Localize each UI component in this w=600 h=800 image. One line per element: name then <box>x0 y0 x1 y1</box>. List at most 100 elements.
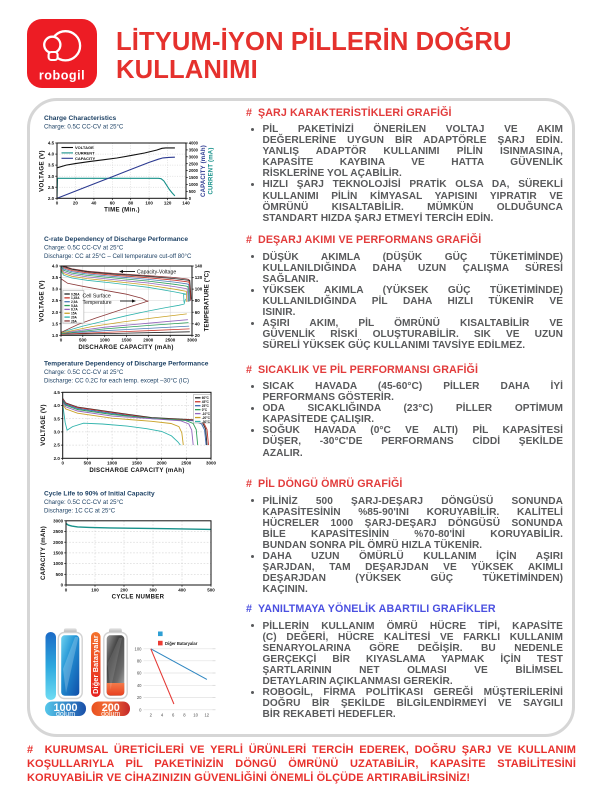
svg-text:0: 0 <box>65 587 68 592</box>
svg-text:3000: 3000 <box>206 461 217 466</box>
svg-text:1.0: 1.0 <box>52 333 59 338</box>
svg-text:20: 20 <box>137 695 142 700</box>
svg-text:4.5: 4.5 <box>54 390 61 395</box>
svg-text:500: 500 <box>79 338 87 343</box>
svg-text:15A: 15A <box>71 312 78 316</box>
svg-text:-20°C: -20°C <box>202 416 211 420</box>
svg-text:TEMPERATURE (°C): TEMPERATURE (°C) <box>205 271 211 332</box>
svg-text:500: 500 <box>56 572 64 577</box>
svg-text:8,7A: 8,7A <box>71 308 78 312</box>
svg-text:0: 0 <box>61 583 64 588</box>
svg-text:10: 10 <box>193 713 198 718</box>
svg-text:3.5: 3.5 <box>54 416 61 421</box>
svg-text:CURRENT (mA): CURRENT (mA) <box>209 147 215 194</box>
svg-text:120: 120 <box>164 201 172 206</box>
svg-text:60: 60 <box>137 671 142 676</box>
svg-text:20: 20 <box>195 333 201 338</box>
svg-text:140: 140 <box>195 264 203 269</box>
svg-text:Temperature: Temperature <box>83 300 112 306</box>
svg-text:TIME (Min.): TIME (Min.) <box>104 207 140 214</box>
svg-text:1000: 1000 <box>53 702 77 714</box>
svg-text:2.5: 2.5 <box>52 298 59 303</box>
svg-text:6: 6 <box>172 713 175 718</box>
svg-text:40: 40 <box>137 683 142 688</box>
svg-text:20: 20 <box>73 201 79 206</box>
svg-text:3.5: 3.5 <box>52 275 59 280</box>
svg-text:robogil: robogil <box>39 69 85 83</box>
svg-text:-30°C: -30°C <box>202 420 211 424</box>
svg-text:40: 40 <box>91 201 97 206</box>
svg-text:2000: 2000 <box>53 540 64 545</box>
svg-text:Discharge: CC 0.2C for each te: Discharge: CC 0.2C for each temp. except… <box>44 378 189 385</box>
svg-text:VOLTAGE (V): VOLTAGE (V) <box>40 404 47 446</box>
svg-text:140: 140 <box>182 201 190 206</box>
svg-text:100: 100 <box>91 587 99 592</box>
svg-text:2.5: 2.5 <box>48 185 55 190</box>
svg-text:Charge: 0.5C CC-CV at 25°C: Charge: 0.5C CC-CV at 25°C <box>44 369 124 376</box>
svg-text:DISCHARGE CAPACITY (mAh): DISCHARGE CAPACITY (mAh) <box>78 344 173 351</box>
svg-text:5,8A: 5,8A <box>71 304 78 308</box>
svg-text:Charge: 0.5C CC-CV at 25°C: Charge: 0.5C CC-CV at 25°C <box>44 124 124 131</box>
svg-text:0: 0 <box>56 201 59 206</box>
svg-text:3000: 3000 <box>189 154 199 159</box>
svg-text:4.0: 4.0 <box>48 152 55 157</box>
svg-text:2500: 2500 <box>189 161 199 166</box>
svg-text:4000: 4000 <box>189 141 199 146</box>
svg-text:8: 8 <box>183 713 186 718</box>
svg-text:300: 300 <box>149 587 157 592</box>
svg-text:500: 500 <box>84 461 92 466</box>
svg-text:26A: 26A <box>71 319 78 323</box>
svg-text:0: 0 <box>60 338 63 343</box>
svg-text:200: 200 <box>120 587 128 592</box>
svg-text:1500: 1500 <box>132 461 143 466</box>
svg-text:4: 4 <box>161 713 164 718</box>
svg-text:2000: 2000 <box>143 338 154 343</box>
svg-text:2000: 2000 <box>189 168 199 173</box>
svg-text:VOLTAGE: VOLTAGE <box>75 145 94 150</box>
svg-text:25°C: 25°C <box>202 404 210 408</box>
svg-text:120: 120 <box>195 275 203 280</box>
svg-text:40: 40 <box>195 321 201 326</box>
svg-text:3.0: 3.0 <box>52 287 59 292</box>
svg-text:Charge: 0.5C CC-CV at 25°C: Charge: 0.5C CC-CV at 25°C <box>44 499 124 506</box>
svg-text:-10°C: -10°C <box>202 412 211 416</box>
svg-text:60°C: 60°C <box>202 396 210 400</box>
svg-text:dolum: dolum <box>101 711 120 718</box>
svg-text:3.5: 3.5 <box>48 163 55 168</box>
svg-text:Temperature Dependency of Disc: Temperature Dependency of Discharge Perf… <box>44 361 209 368</box>
svg-text:1000: 1000 <box>189 182 199 187</box>
svg-text:1500: 1500 <box>53 551 64 556</box>
svg-text:2500: 2500 <box>181 461 192 466</box>
svg-text:45°C: 45°C <box>202 400 210 404</box>
svg-text:Diğer Bataryalar: Diğer Bataryalar <box>91 635 100 694</box>
svg-text:2.0: 2.0 <box>54 456 61 461</box>
svg-text:Cycle Life to 90% of Initial C: Cycle Life to 90% of Initial Capacity <box>44 491 155 498</box>
svg-text:1000: 1000 <box>53 561 64 566</box>
svg-text:12: 12 <box>204 713 209 718</box>
svg-text:2: 2 <box>150 713 153 718</box>
svg-text:0°C: 0°C <box>202 408 208 412</box>
svg-text:20A: 20A <box>71 315 78 319</box>
svg-text:2.0: 2.0 <box>52 310 59 315</box>
svg-text:500: 500 <box>207 587 215 592</box>
svg-text:VOLTAGE (V): VOLTAGE (V) <box>39 150 46 192</box>
svg-text:100: 100 <box>135 646 143 651</box>
svg-text:2.5: 2.5 <box>54 443 61 448</box>
svg-text:3.0: 3.0 <box>54 430 61 435</box>
svg-text:1000: 1000 <box>107 461 118 466</box>
svg-text:100: 100 <box>195 287 203 292</box>
svg-text:CAPACITY: CAPACITY <box>75 156 95 161</box>
svg-text:Charge Characteristics: Charge Characteristics <box>44 115 117 122</box>
svg-text:3.0: 3.0 <box>48 174 55 179</box>
svg-text:4.0: 4.0 <box>52 264 59 269</box>
svg-text:0: 0 <box>61 461 64 466</box>
svg-text:80: 80 <box>128 201 134 206</box>
svg-text:0: 0 <box>189 196 192 201</box>
svg-text:4.0: 4.0 <box>54 403 61 408</box>
svg-text:C-rate Dependency of Discharge: C-rate Dependency of Discharge Performan… <box>44 236 188 243</box>
svg-text:2.0: 2.0 <box>48 196 55 201</box>
svg-text:3500: 3500 <box>189 148 199 153</box>
svg-text:1.5: 1.5 <box>52 321 59 326</box>
svg-text:2500: 2500 <box>53 529 64 534</box>
svg-text:500: 500 <box>189 189 197 194</box>
